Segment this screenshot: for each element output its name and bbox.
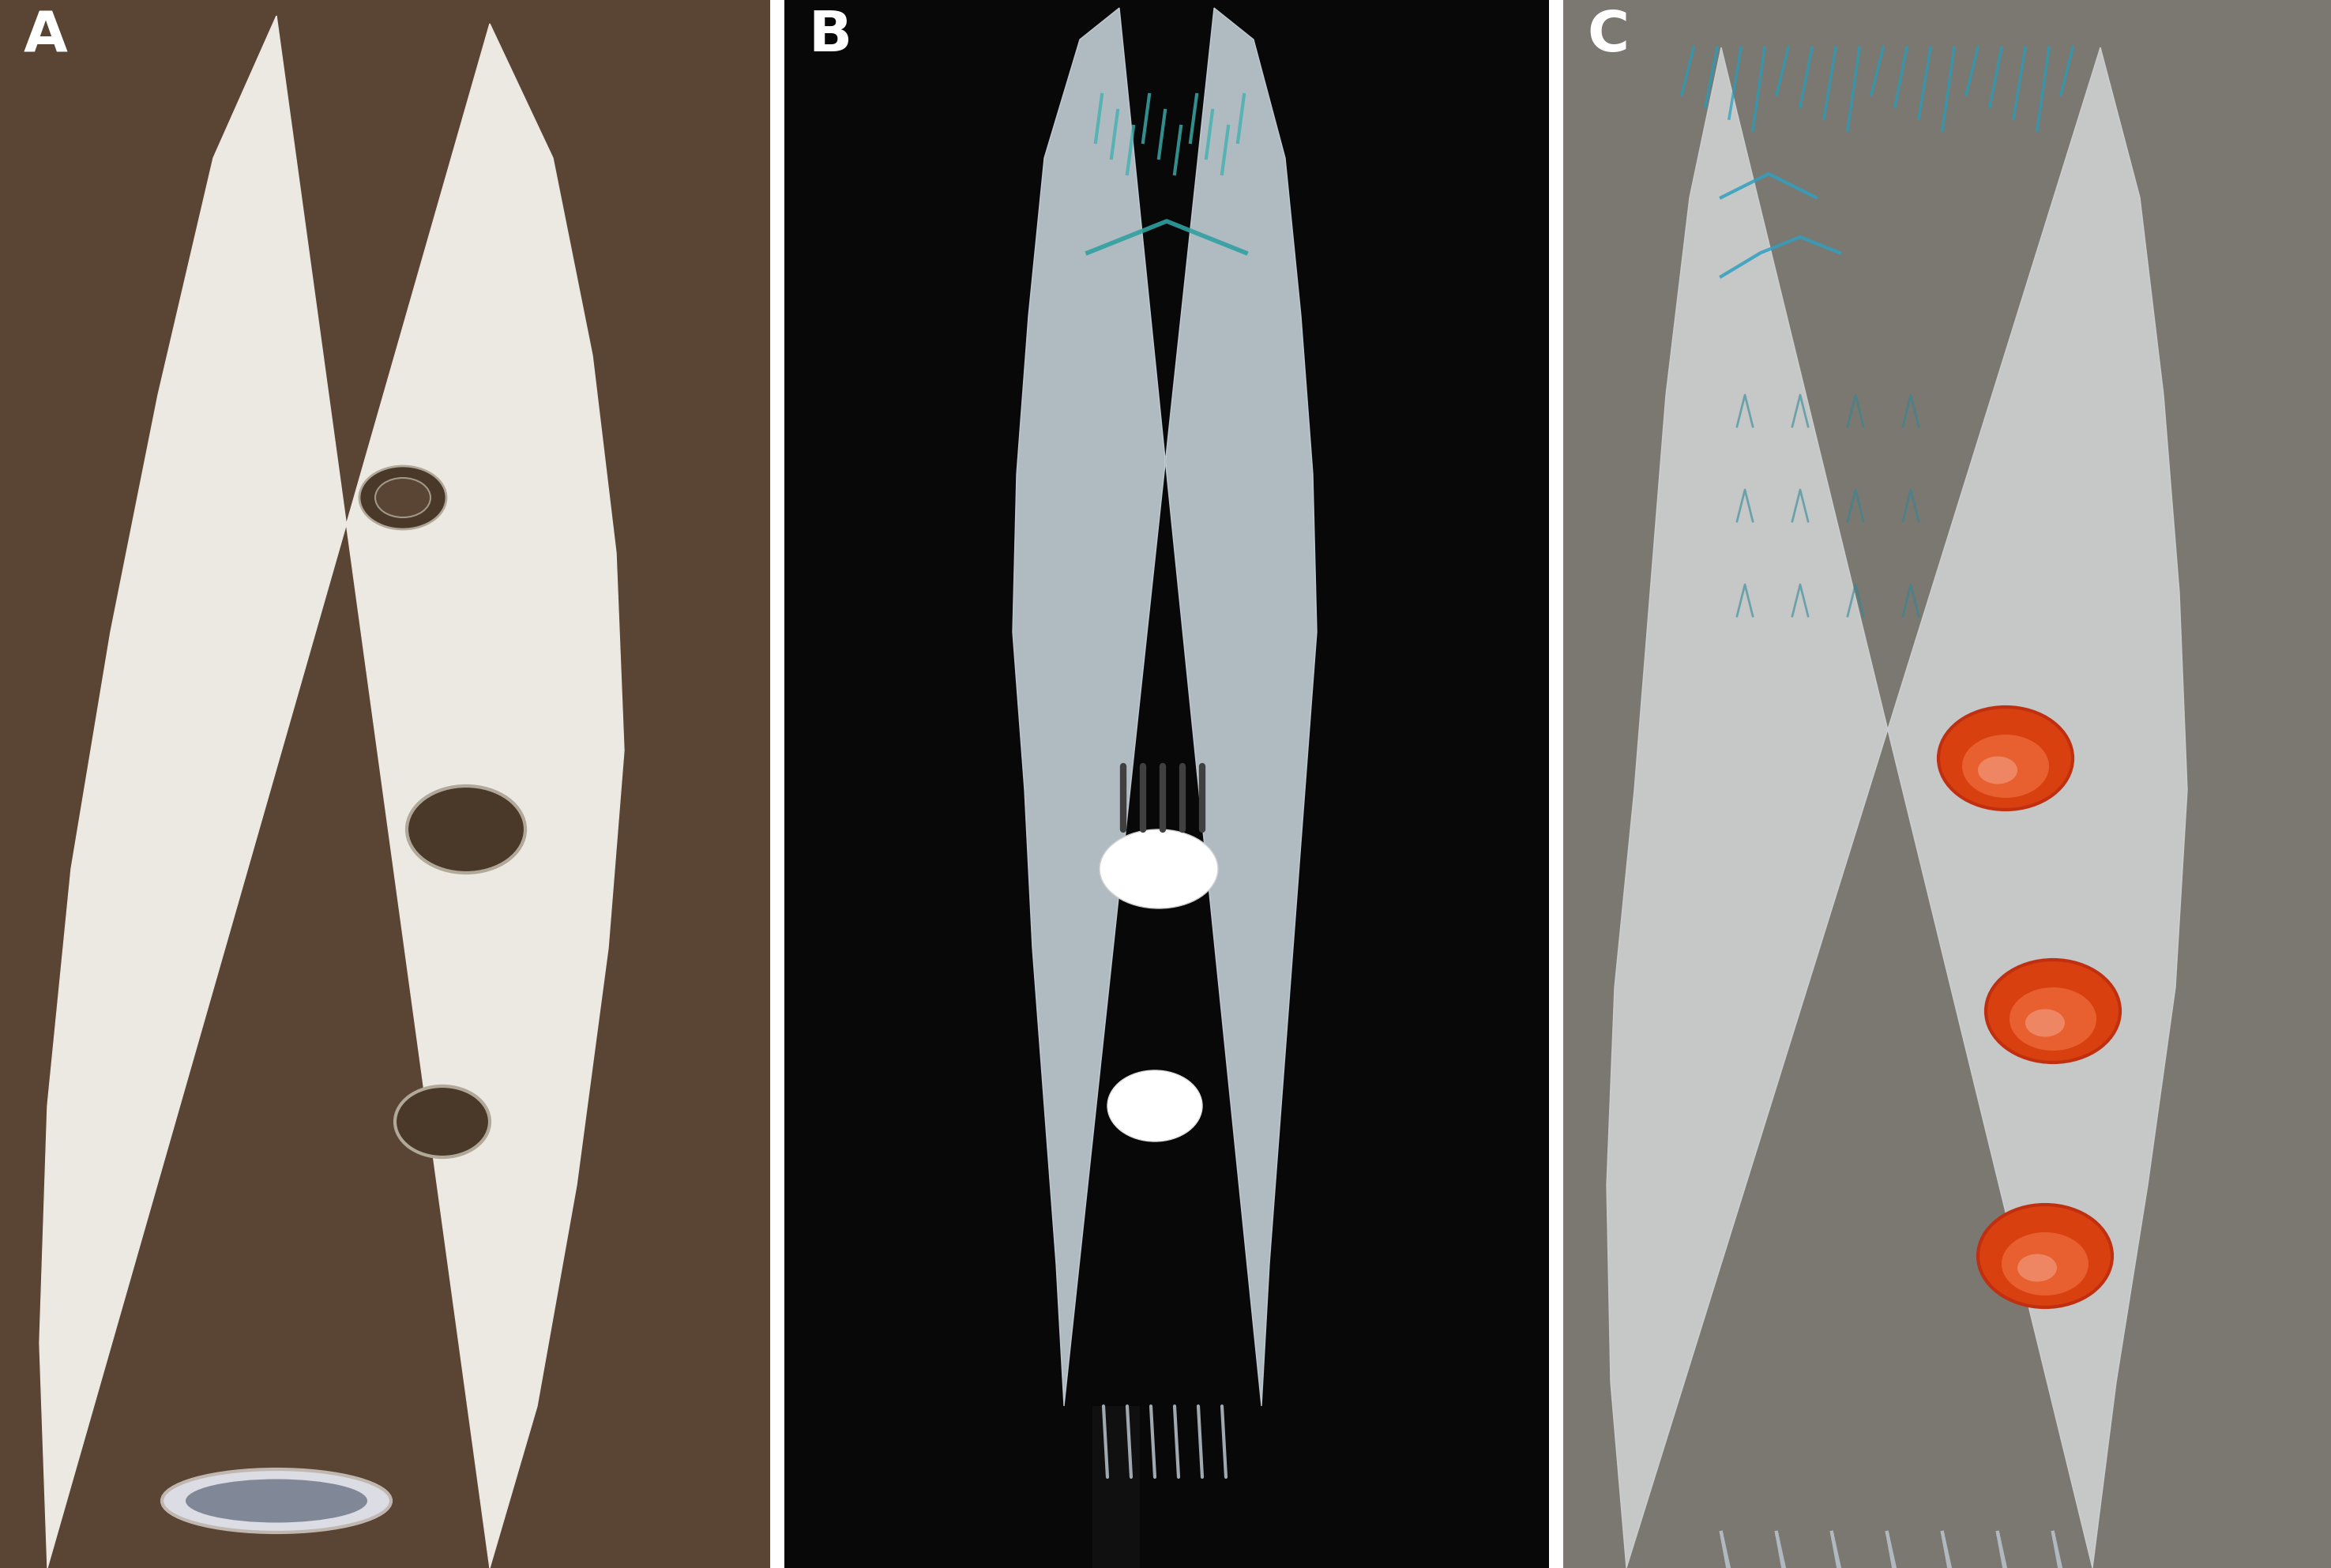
Polygon shape <box>40 16 625 1568</box>
Ellipse shape <box>1963 735 2049 798</box>
Polygon shape <box>1606 47 2186 1568</box>
Polygon shape <box>1012 8 1317 1406</box>
Bar <box>0 0 769 1568</box>
Ellipse shape <box>408 786 524 873</box>
Ellipse shape <box>1979 756 2016 784</box>
Text: B: B <box>809 9 851 63</box>
Ellipse shape <box>161 1469 392 1532</box>
Ellipse shape <box>1107 1071 1203 1142</box>
Bar <box>783 0 1550 1568</box>
Ellipse shape <box>2016 1254 2056 1281</box>
Ellipse shape <box>1100 829 1219 908</box>
Ellipse shape <box>359 466 445 530</box>
Ellipse shape <box>1939 707 2072 809</box>
Bar <box>769 0 783 1568</box>
Ellipse shape <box>186 1479 368 1523</box>
Text: A: A <box>23 9 68 63</box>
Ellipse shape <box>394 1087 490 1157</box>
Bar <box>1550 0 1564 1568</box>
Ellipse shape <box>2026 1010 2065 1036</box>
Bar <box>1093 1406 1140 1568</box>
Ellipse shape <box>1986 960 2121 1063</box>
Ellipse shape <box>2009 988 2096 1051</box>
Ellipse shape <box>375 478 431 517</box>
Ellipse shape <box>1979 1204 2112 1308</box>
Text: C: C <box>1587 9 1629 63</box>
Bar <box>1564 0 2331 1568</box>
Ellipse shape <box>2002 1232 2089 1295</box>
